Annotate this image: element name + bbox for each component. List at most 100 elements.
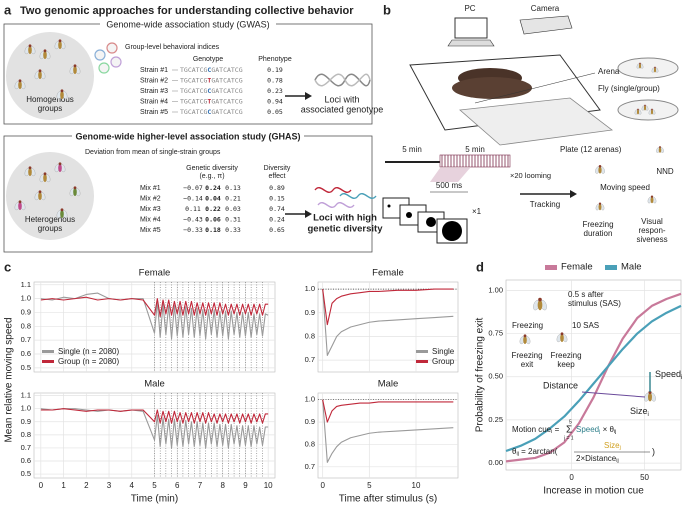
- y-tick-label: 0.9: [21, 307, 31, 316]
- legend-label: Single: [432, 347, 455, 356]
- label: 500 ms: [436, 181, 462, 190]
- panel-label: a: [4, 2, 12, 17]
- fly-head: [560, 332, 564, 336]
- distance-line: [581, 391, 646, 398]
- dish: [617, 57, 679, 79]
- y-tick-label: 1.1: [21, 280, 31, 289]
- series-line: [322, 289, 454, 356]
- y-tick-label: 0.9: [305, 308, 315, 317]
- series-line: [40, 296, 269, 318]
- genotype: TGCATCGCGATCATCG: [180, 87, 243, 95]
- fly-head: [659, 146, 661, 149]
- strain-name: Strain #2: [140, 77, 168, 84]
- strain-vial: [94, 49, 106, 61]
- formula: Motion cuei =: [512, 425, 560, 435]
- x-tick-label: 9: [243, 481, 248, 490]
- dna: [317, 202, 355, 208]
- fly-head: [38, 190, 42, 194]
- annotation: Freezing: [511, 351, 542, 360]
- formula: ): [652, 446, 655, 456]
- genotype-part: T: [207, 98, 211, 106]
- strain-vial: [98, 62, 110, 74]
- fly-body: [58, 164, 62, 172]
- annotation: stimulus (SAS): [568, 299, 621, 308]
- fly-head: [43, 49, 47, 53]
- effect-value: 0.15: [269, 195, 285, 203]
- y-tick-label: 1.0: [305, 284, 315, 293]
- result: Loci with: [324, 94, 359, 104]
- diversity-value: −0.14: [183, 195, 203, 203]
- formula-part: Speed: [576, 425, 599, 434]
- arrow-head: [305, 210, 312, 218]
- legend-swatch: [416, 350, 428, 353]
- diversity-value: 0.31: [225, 216, 241, 224]
- phenotype: 0.94: [267, 98, 283, 106]
- series-line: [40, 408, 269, 424]
- legend-swatch: [42, 350, 54, 353]
- fly-body: [18, 81, 22, 89]
- annotation-part: i: [681, 375, 682, 381]
- fly-body: [60, 91, 64, 99]
- phenotype: 0.78: [267, 77, 283, 85]
- arena-shape: [452, 77, 532, 99]
- fly-body: [43, 174, 47, 182]
- fly-head: [644, 104, 646, 107]
- fly-head: [18, 79, 22, 83]
- genotype-part: C: [207, 66, 211, 74]
- looming-disc: [387, 204, 391, 208]
- mix-name: Mix #4: [140, 216, 161, 223]
- label: Tracking: [530, 200, 560, 209]
- formula: j = 1: [563, 435, 574, 441]
- fly-body: [73, 66, 77, 74]
- fly-head: [38, 69, 42, 73]
- genotype-part: TGCATCG: [180, 87, 207, 95]
- formula-part: Size: [604, 441, 620, 450]
- title-bg: [72, 131, 304, 142]
- fly-body: [648, 392, 652, 402]
- looming-disc: [442, 221, 462, 241]
- x-tick-label: 50: [640, 473, 649, 482]
- x-tick-label: 0: [320, 481, 325, 490]
- effect-value: 0.74: [269, 205, 285, 213]
- y-tick-label: 0.50: [488, 372, 503, 381]
- legend-label: Group: [432, 357, 455, 366]
- y-tick-label: 0.8: [21, 321, 31, 330]
- x-axis-label: Time after stimulus (s): [339, 494, 438, 505]
- label: respon-: [638, 226, 665, 235]
- formula: 2×Distanceij: [576, 454, 619, 464]
- fly-head: [648, 390, 652, 394]
- formula-part: Motion cue: [512, 425, 552, 434]
- dna: [314, 73, 371, 87]
- y-tick-label: 0.8: [305, 331, 315, 340]
- box-title: Genome-wide association study (GWAS): [106, 19, 269, 29]
- genotype-part: C: [207, 108, 211, 116]
- formula-part: = 2arctan(: [519, 447, 558, 456]
- diversity-value: −0.33: [183, 226, 203, 234]
- effect-value: 0.24: [269, 216, 285, 224]
- fly-head: [58, 162, 62, 166]
- y-tick-label: 0.00: [488, 458, 503, 467]
- annotation-part: i: [648, 412, 649, 418]
- legend-swatch: [605, 265, 617, 270]
- fly-body: [560, 334, 564, 342]
- fly-head: [43, 172, 47, 176]
- diversity-value: 0.03: [225, 205, 241, 213]
- result: Loci with high: [313, 213, 377, 224]
- x-tick-label: 5: [152, 481, 157, 490]
- fly-body: [523, 336, 527, 344]
- fly-body: [537, 299, 543, 311]
- x-tick-label: 10: [264, 481, 273, 490]
- label: duration: [584, 229, 613, 238]
- genotype-part: TGCATCG: [180, 66, 207, 74]
- plot-area: [317, 281, 459, 373]
- diversity-value: 0.13: [225, 184, 241, 192]
- y-tick-label: 1.00: [488, 285, 503, 294]
- series-line: [322, 399, 454, 423]
- formula-part: j: [598, 429, 600, 435]
- fly-body: [598, 203, 602, 211]
- y-tick-label: 0.75: [488, 329, 503, 338]
- fly-body: [28, 46, 32, 54]
- group-label: Homogenous: [26, 95, 74, 104]
- col-header: Genotype: [193, 56, 223, 63]
- panel-label: b: [383, 2, 391, 17]
